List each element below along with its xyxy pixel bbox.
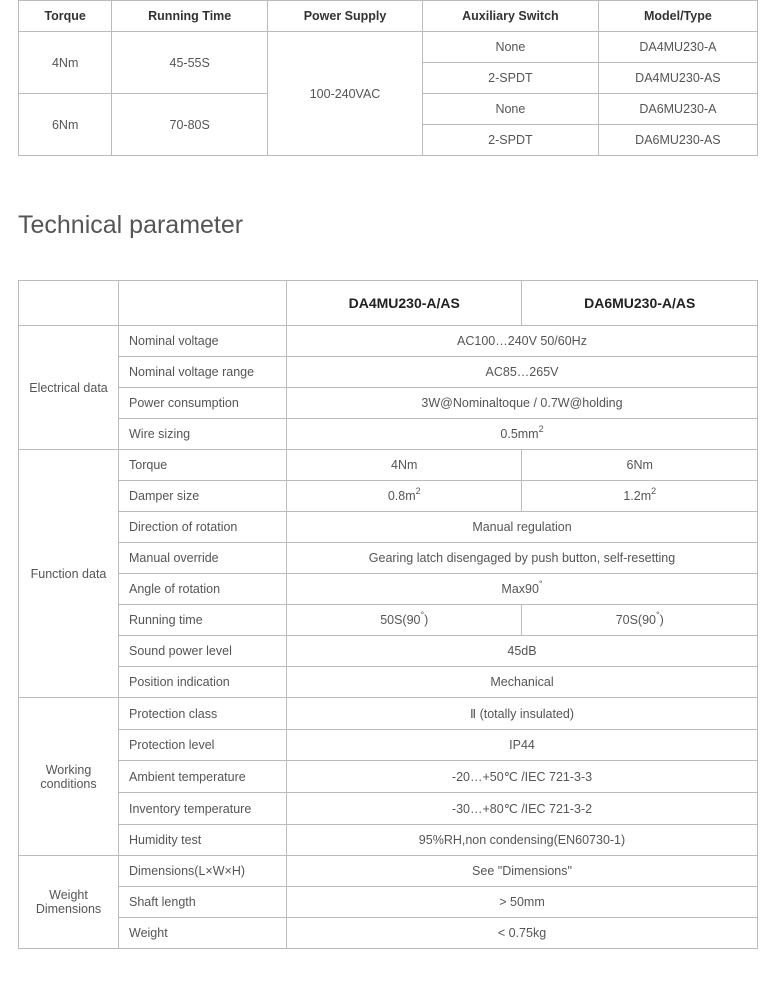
param-label: Protection class: [119, 698, 287, 730]
param-label: Nominal voltage: [119, 326, 287, 357]
param-value-col2: 70S(90°): [522, 605, 758, 636]
table-row: Nominal voltage rangeAC85…265V: [19, 357, 758, 388]
param-label: Running time: [119, 605, 287, 636]
table-row: Weight< 0.75kg: [19, 918, 758, 949]
param-value-col2: 1.2m2: [522, 481, 758, 512]
param-label: Nominal voltage range: [119, 357, 287, 388]
model-cell: DA4MU230-A: [598, 32, 757, 63]
param-label: Power consumption: [119, 388, 287, 419]
model-cell: DA6MU230-A: [598, 94, 757, 125]
table-row: Weight DimensionsDimensions(L×W×H)See "D…: [19, 856, 758, 887]
param-value: Gearing latch disengaged by push button,…: [287, 543, 758, 574]
param-value: Max90°: [287, 574, 758, 605]
table-row: Angle of rotationMax90°: [19, 574, 758, 605]
model-summary-table: Torque Running Time Power Supply Auxilia…: [18, 0, 758, 156]
table-header-row: DA4MU230-A/AS DA6MU230-A/AS: [19, 281, 758, 326]
param-value-col1: 4Nm: [287, 450, 522, 481]
table-row: Protection levelIP44: [19, 730, 758, 761]
power-cell: 100-240VAC: [268, 32, 423, 156]
table-row: 4Nm 45-55S 100-240VAC None DA4MU230-A: [19, 32, 758, 63]
table-header-row: Torque Running Time Power Supply Auxilia…: [19, 1, 758, 32]
col-aux: Auxiliary Switch: [423, 1, 599, 32]
table-row: Shaft length> 50mm: [19, 887, 758, 918]
section-title: Technical parameter: [18, 211, 758, 240]
col-torque: Torque: [19, 1, 112, 32]
param-value: 95%RH,non condensing(EN60730-1): [287, 825, 758, 856]
param-value: IP44: [287, 730, 758, 761]
param-label: Shaft length: [119, 887, 287, 918]
running-cell: 70-80S: [112, 94, 268, 156]
torque-cell: 6Nm: [19, 94, 112, 156]
param-value: < 0.75kg: [287, 918, 758, 949]
aux-cell: 2-SPDT: [423, 125, 599, 156]
table-row: Electrical dataNominal voltageAC100…240V…: [19, 326, 758, 357]
param-value: 3W@Nominaltoque / 0.7W@holding: [287, 388, 758, 419]
col-power: Power Supply: [268, 1, 423, 32]
param-value-col2: 6Nm: [522, 450, 758, 481]
param-label: Manual override: [119, 543, 287, 574]
table-row: Position indicationMechanical: [19, 667, 758, 698]
table-row: Working conditionsProtection classⅡ (tot…: [19, 698, 758, 730]
table-row: Manual overrideGearing latch disengaged …: [19, 543, 758, 574]
param-value: See "Dimensions": [287, 856, 758, 887]
param-label: Sound power level: [119, 636, 287, 667]
param-label: Torque: [119, 450, 287, 481]
technical-parameter-table: DA4MU230-A/AS DA6MU230-A/AS Electrical d…: [18, 280, 758, 949]
model-header-2: DA6MU230-A/AS: [522, 281, 758, 326]
table-row: Ambient temperature-20…+50℃ /IEC 721-3-3: [19, 761, 758, 793]
param-value: > 50mm: [287, 887, 758, 918]
col-running: Running Time: [112, 1, 268, 32]
table-row: Wire sizing0.5mm2: [19, 419, 758, 450]
model-cell: DA6MU230-AS: [598, 125, 757, 156]
param-value: Manual regulation: [287, 512, 758, 543]
param-value: -20…+50℃ /IEC 721-3-3: [287, 761, 758, 793]
blank-header: [119, 281, 287, 326]
aux-cell: 2-SPDT: [423, 63, 599, 94]
param-label: Wire sizing: [119, 419, 287, 450]
param-label: Angle of rotation: [119, 574, 287, 605]
aux-cell: None: [423, 32, 599, 63]
param-label: Weight: [119, 918, 287, 949]
table-row: Power consumption3W@Nominaltoque / 0.7W@…: [19, 388, 758, 419]
category-cell: Weight Dimensions: [19, 856, 119, 949]
param-value: -30…+80℃ /IEC 721-3-2: [287, 793, 758, 825]
param-label: Ambient temperature: [119, 761, 287, 793]
blank-header: [19, 281, 119, 326]
param-label: Inventory temperature: [119, 793, 287, 825]
table-row: Inventory temperature-30…+80℃ /IEC 721-3…: [19, 793, 758, 825]
param-label: Damper size: [119, 481, 287, 512]
param-value: 0.5mm2: [287, 419, 758, 450]
category-cell: Working conditions: [19, 698, 119, 856]
param-value-col1: 50S(90°): [287, 605, 522, 636]
param-label: Humidity test: [119, 825, 287, 856]
running-cell: 45-55S: [112, 32, 268, 94]
table-row: Damper size0.8m21.2m2: [19, 481, 758, 512]
category-cell: Function data: [19, 450, 119, 698]
param-value: AC100…240V 50/60Hz: [287, 326, 758, 357]
param-label: Position indication: [119, 667, 287, 698]
table-row: Direction of rotationManual regulation: [19, 512, 758, 543]
category-cell: Electrical data: [19, 326, 119, 450]
table-row: Humidity test95%RH,non condensing(EN6073…: [19, 825, 758, 856]
model-header-1: DA4MU230-A/AS: [287, 281, 522, 326]
param-label: Dimensions(L×W×H): [119, 856, 287, 887]
table-row: Running time50S(90°)70S(90°): [19, 605, 758, 636]
aux-cell: None: [423, 94, 599, 125]
table-row: Sound power level45dB: [19, 636, 758, 667]
param-value: 45dB: [287, 636, 758, 667]
param-value-col1: 0.8m2: [287, 481, 522, 512]
param-label: Direction of rotation: [119, 512, 287, 543]
torque-cell: 4Nm: [19, 32, 112, 94]
param-label: Protection level: [119, 730, 287, 761]
param-value: Mechanical: [287, 667, 758, 698]
model-cell: DA4MU230-AS: [598, 63, 757, 94]
param-value: AC85…265V: [287, 357, 758, 388]
table-row: Function dataTorque4Nm6Nm: [19, 450, 758, 481]
col-model: Model/Type: [598, 1, 757, 32]
param-value: Ⅱ (totally insulated): [287, 698, 758, 730]
